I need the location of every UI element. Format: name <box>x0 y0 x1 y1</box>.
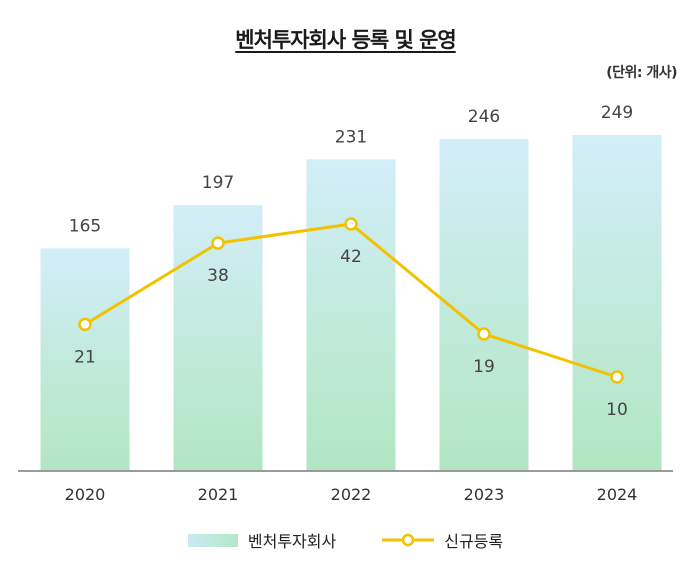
x-tick-label: 2022 <box>331 485 372 504</box>
bar-value-label: 246 <box>468 107 500 127</box>
bar-value-label: 249 <box>601 103 633 123</box>
legend-bar-label: 벤처투자회사 <box>247 532 337 551</box>
chart-canvas: 165 197 231 246 249 2020 2021 2022 2023 2024 21 3… <box>18 103 673 504</box>
bar-value-label: 165 <box>69 216 101 236</box>
line-value-label: 38 <box>207 266 229 286</box>
bar-2023 <box>439 139 529 471</box>
unit-label: (단위: 개사) <box>606 65 677 81</box>
legend-line-swatch <box>382 533 435 547</box>
legend: 벤처투자회사 신규등록 <box>0 527 691 553</box>
line-point-2021 <box>211 236 225 250</box>
line-point-2022 <box>344 217 358 231</box>
legend-line-label: 신규등록 <box>444 532 504 551</box>
chart-title: 벤처투자회사 등록 및 운영 <box>235 28 456 52</box>
bar-2022 <box>306 159 396 471</box>
legend-item-bar: 벤처투자회사 <box>187 528 337 552</box>
line-point-2024 <box>610 370 624 384</box>
x-tick-label: 2024 <box>597 485 638 504</box>
line-value-label: 21 <box>74 347 96 367</box>
x-tick-label: 2021 <box>198 485 239 504</box>
x-tick-label: 2020 <box>65 485 106 504</box>
line-value-label: 19 <box>473 357 495 377</box>
legend-bar-swatch <box>187 533 238 547</box>
bar-value-label: 197 <box>202 173 234 193</box>
line-point-2023 <box>477 327 491 341</box>
line-value-label: 42 <box>340 247 362 267</box>
line-point-2020 <box>78 317 92 332</box>
bar-2024 <box>572 135 662 471</box>
bar-value-label: 231 <box>335 127 367 147</box>
legend-item-line: 신규등록 <box>382 528 503 552</box>
x-tick-label: 2023 <box>464 485 505 504</box>
bar-2020 <box>40 248 130 471</box>
line-value-label: 10 <box>606 400 628 420</box>
